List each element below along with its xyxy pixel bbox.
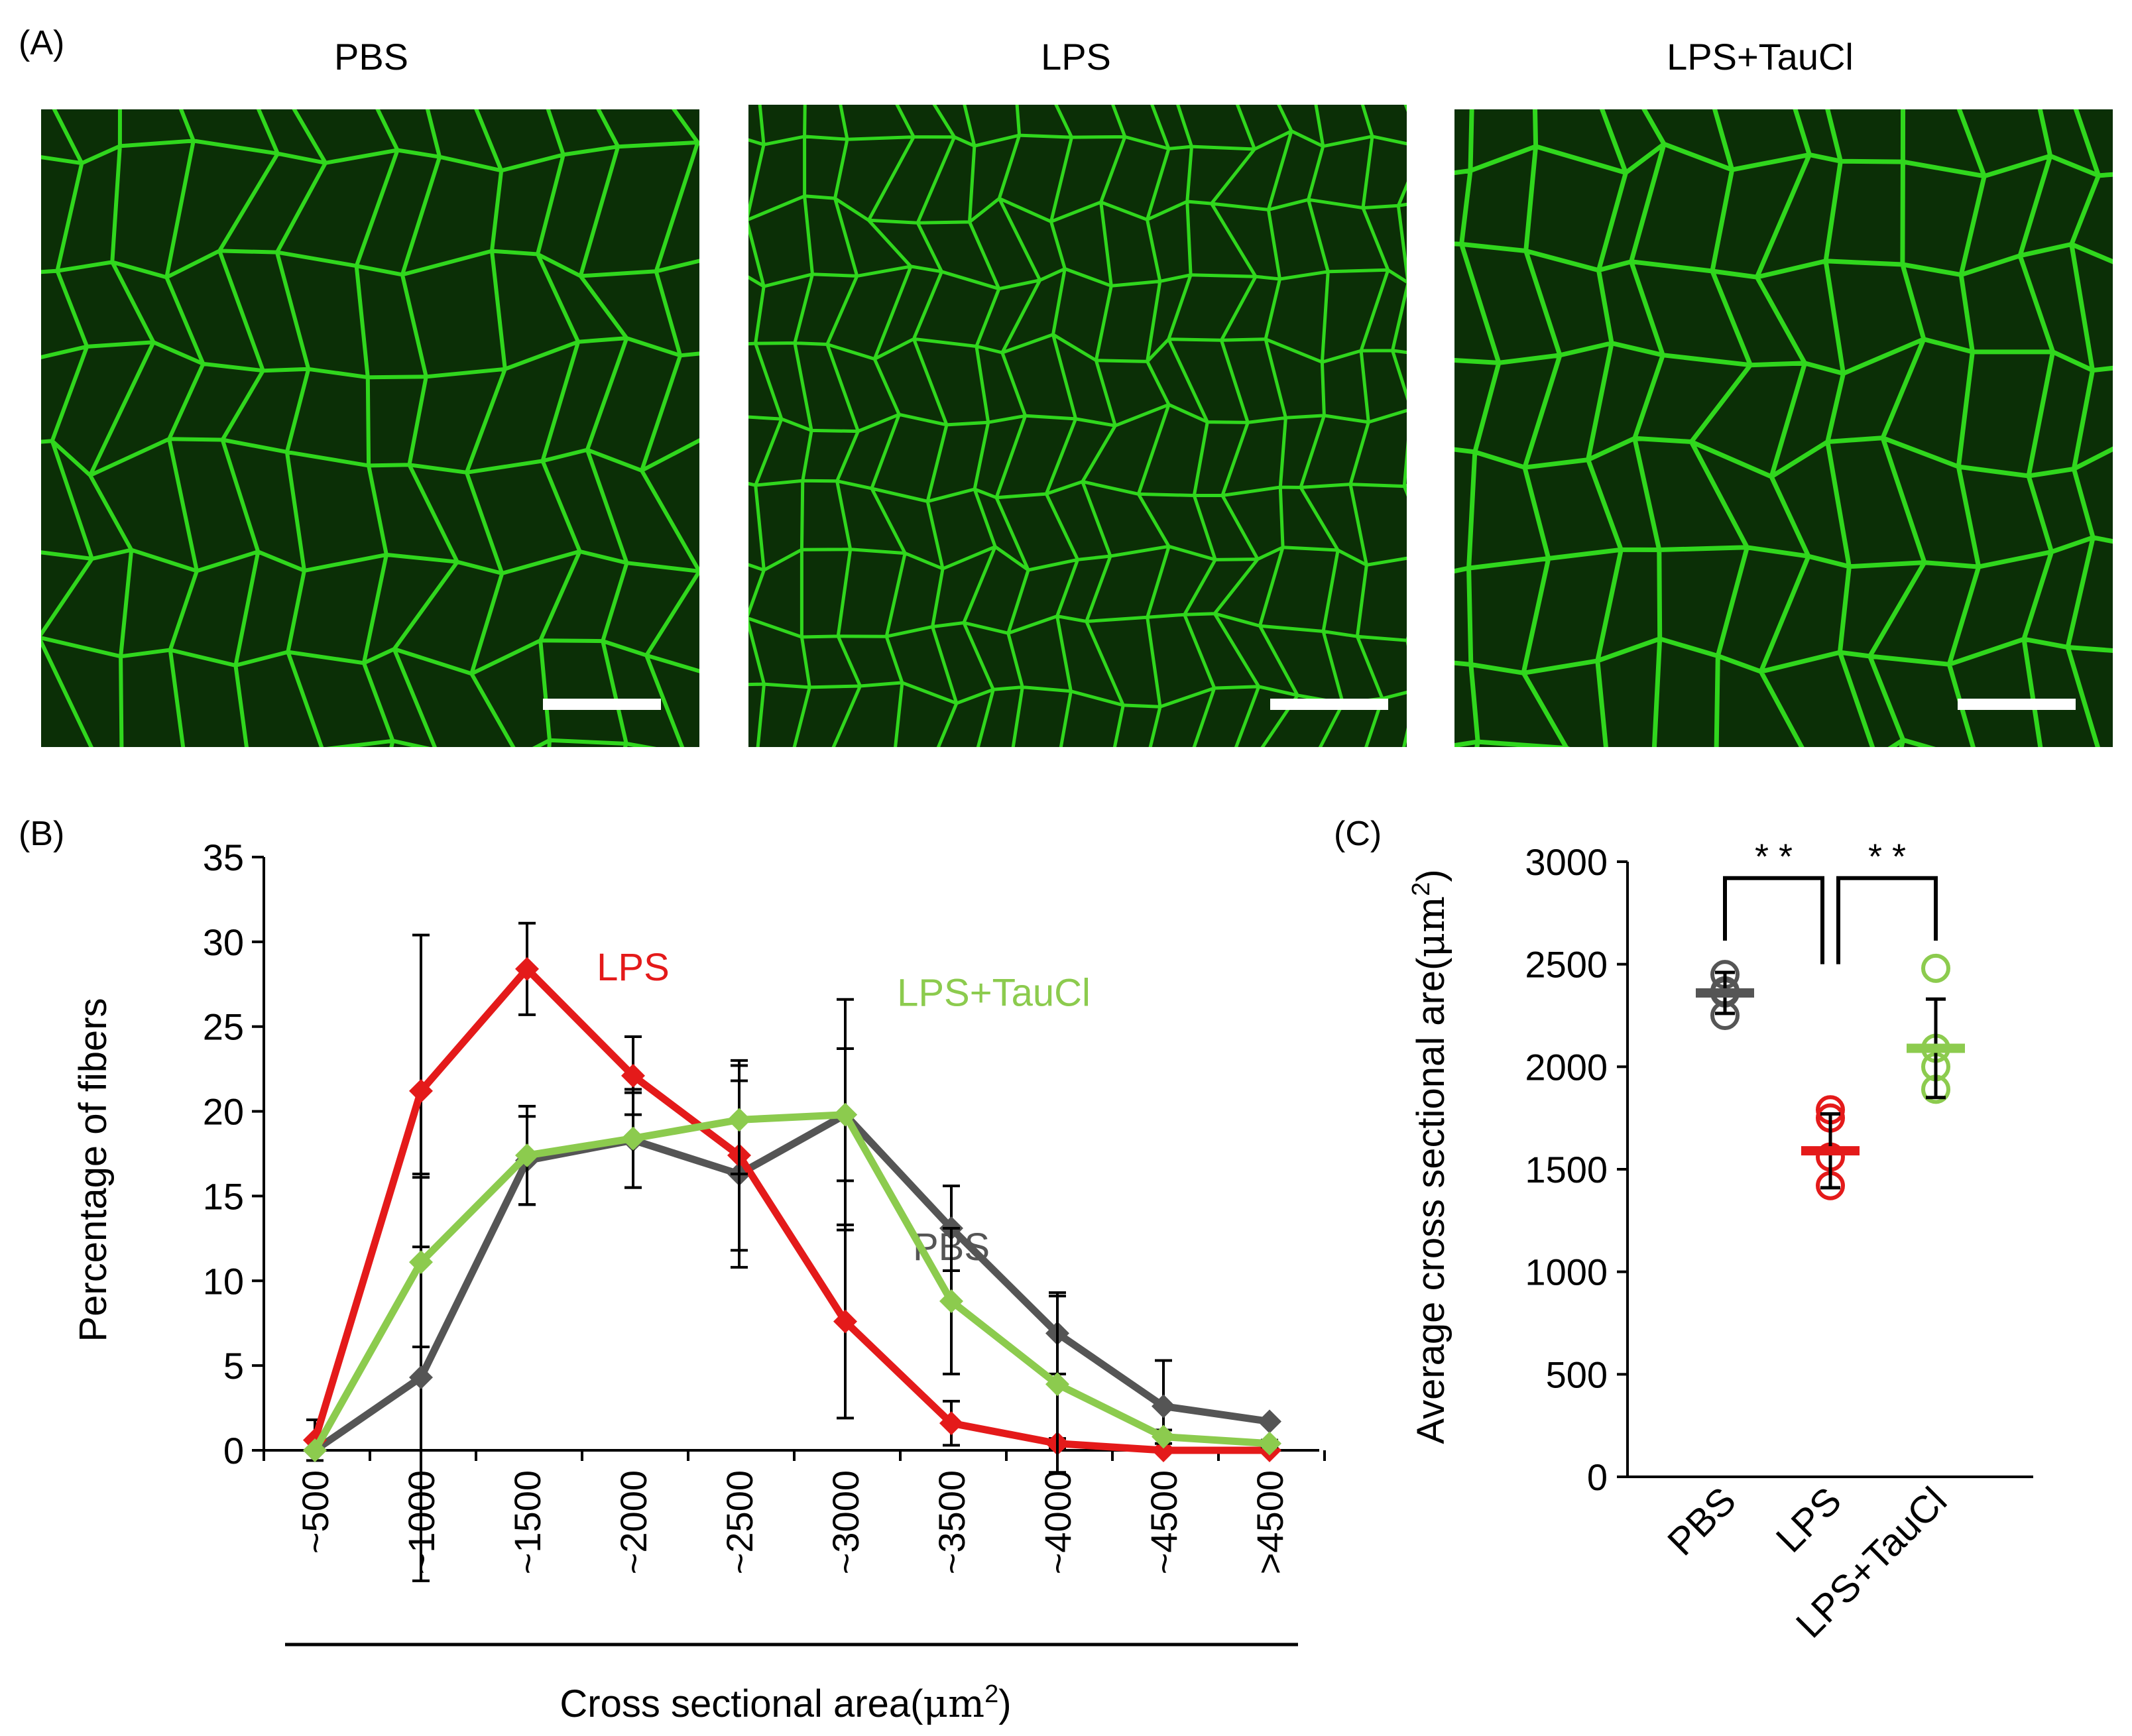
chart-c-significance-bracket [1836,876,1938,964]
chart-c-x-tick-label: PBS [1659,1479,1744,1564]
chart-b-y-tick-label: 15 [203,1175,244,1217]
chart-b-y-tick-label: 35 [203,837,244,878]
chart-b-point-lps [515,956,539,981]
chart-c-ylabel-close: ) [1409,869,1452,882]
chart-b-point-lps-taucl [1258,1431,1281,1456]
chart-c-significance: * * * * [1723,837,1938,964]
chart-c-group-lps [1801,1095,1860,1200]
chart-b-y-tick-label: 25 [203,1006,244,1048]
panel-c: (C) Average cross sectional are(μm2) 0 50… [1334,815,2033,1647]
micrograph-lps-taucl-scale-bar [1958,699,2076,710]
chart-b-point-lps-taucl [833,1102,857,1127]
chart-b-series-pbs: PBS [303,998,1281,1582]
micrograph-lps-title: LPS [1041,36,1111,78]
chart-b-point-pbs [1258,1409,1281,1434]
chart-c-point-lps-taucl [1921,953,1950,983]
chart-b-point-lps-taucl [939,1289,963,1313]
chart-b-line-pbs [312,1111,1270,1454]
chart-b-point-pbs [409,1365,433,1390]
chart-b-series-lps: LPS [303,921,1281,1462]
chart-b-xlabel: Cross sectional area(μm2) [560,1680,1011,1726]
chart-b-x-tick-label: ~3000 [825,1470,866,1574]
chart-b-series-label-lps: LPS [597,946,670,989]
chart-b-x-tick-label: ~1500 [506,1470,548,1574]
chart-b-point-lps-taucl [409,1250,433,1275]
chart-b-point-lps [939,1411,963,1436]
chart-c-ylabel-main: Average cross sectional are( [1409,958,1452,1444]
chart-b-point-lps [833,1309,857,1334]
chart-c-y-tick-label: 2000 [1525,1046,1608,1088]
fiber-membrane-network [748,105,1407,747]
chart-c-y-tick-label: 2500 [1525,944,1608,986]
chart-b-xlabel-close: ) [998,1682,1011,1725]
chart-c-y-tick-label: 500 [1546,1354,1608,1395]
chart-c-ylabel-sup: 2 [1407,882,1435,896]
chart-c-significance-bracket [1723,876,1824,964]
micrograph-pbs-fibers [41,109,699,747]
micrograph-lps-taucl-title: LPS+TauCl [1667,36,1854,78]
micrograph-lps: LPS [748,36,1407,747]
chart-b-x-tick-label: ~500 [294,1470,336,1554]
chart-b-line-lps-taucl [312,1111,1270,1452]
chart-c-y-tick-label: 1500 [1525,1149,1608,1190]
chart-c-group-pbs [1696,960,1754,1030]
chart-b-point-lps-taucl [1152,1424,1175,1449]
chart-b-xlabel-unit: μm [923,1681,984,1726]
chart-c-x-tick-label: LPS [1768,1479,1850,1560]
chart-c-significance-label: * * [1755,837,1793,877]
micrograph-lps-taucl-fibers [1454,109,2113,747]
chart-b-y-tick-label: 0 [223,1430,244,1472]
micrograph-pbs: PBS [41,36,699,747]
chart-b-point-lps [621,1063,645,1088]
chart-b-point-lps [409,1078,433,1103]
chart-b-x-tick-label: ~3500 [931,1470,973,1574]
panel-a: (A) PBS LPS LPS+TauCl [19,24,2113,747]
chart-b-series-label-lps-taucl: LPS+TauCl [897,972,1091,1015]
chart-c-group-lps-taucl [1907,953,1965,1104]
chart-b-x-tick-label: ~4500 [1143,1470,1185,1574]
chart-b-xlabel-sup: 2 [984,1680,998,1708]
chart-b-x-tick-label: ~2500 [719,1470,760,1574]
panel-c-label: (C) [1334,815,1382,853]
micrograph-lps-taucl: LPS+TauCl [1454,36,2113,747]
fiber-membrane-network [41,109,699,747]
chart-b-x-tick-label: ~2000 [613,1470,654,1574]
chart-b-y-tick-label: 5 [223,1345,244,1387]
chart-b-point-pbs [1152,1394,1175,1418]
chart-c-y-tick-label: 1000 [1525,1251,1608,1293]
micrograph-lps-fibers [748,105,1407,747]
micrograph-lps-scale-bar [1270,699,1388,710]
chart-b-x-tick-label: >4500 [1249,1470,1291,1574]
chart-c-y-tick-label: 0 [1587,1456,1608,1498]
chart-b-y-tick-label: 30 [203,921,244,963]
chart-b-point-lps-taucl [1045,1372,1069,1397]
chart-b-point-lps-taucl [621,1126,645,1151]
panel-b: (B) Percentage of fibers 0 5 10 15 20 25 30 35 ~… [19,815,1326,1726]
chart-c-y-tick-label: 3000 [1525,841,1608,883]
chart-c-ylabel-unit: μm [1408,896,1453,958]
chart-b-line-lps [311,965,1270,1454]
chart-c-ylabel: Average cross sectional are(μm2) [1407,869,1453,1444]
chart-b-point-lps-taucl [727,1108,751,1132]
chart-b-point-lps-taucl [515,1143,539,1168]
chart-b-series-lps-taucl: LPS+TauCl [303,972,1281,1474]
panel-a-label: (A) [19,24,64,62]
chart-b-x-tick-label: ~4000 [1037,1470,1079,1574]
chart-c-significance-label: * * [1868,837,1906,877]
chart-b-ylabel: Percentage of fibers [72,998,115,1342]
micrograph-pbs-scale-bar [543,699,661,710]
chart-b-point-lps-taucl [303,1438,327,1462]
chart-b-y-tick-label: 20 [203,1091,244,1133]
chart-b-xlabel-main: Cross sectional area( [560,1682,923,1725]
chart-b-y-tick-label: 10 [203,1260,244,1302]
panel-b-label: (B) [19,815,64,853]
micrograph-pbs-title: PBS [334,36,408,78]
fiber-membrane-network [1454,109,2113,747]
